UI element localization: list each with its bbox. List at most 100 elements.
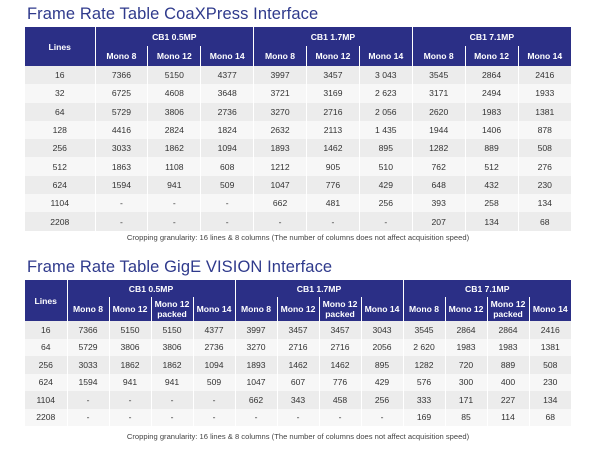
column-header: Mono 12 packed: [319, 297, 362, 321]
frame-rate-cell: 3806: [151, 338, 194, 356]
frame-rate-cell: 1212: [253, 157, 307, 176]
frame-rate-cell: 3806: [147, 102, 202, 121]
frame-rate-cell: 608: [200, 157, 255, 176]
frame-rate-cell: 1462: [277, 356, 320, 374]
frame-rate-cell: 481: [306, 194, 360, 213]
frame-rate-cell: -: [235, 408, 278, 426]
table-row: 128 4416 2824 1824 2632 2113 1 435 1944 1406 878: [25, 120, 571, 140]
frame-rate-cell: 607: [277, 373, 320, 391]
gige-frame-rate-table: Lines CB1 0.5MP CB1 1.7MP CB1 7.1MP Mono…: [25, 280, 571, 426]
group-header-cb1-7-1mp: CB1 7.1MP: [412, 27, 571, 46]
frame-rate-cell: 256: [361, 391, 404, 409]
lines-cell: 624: [25, 373, 68, 391]
frame-rate-cell: 5150: [151, 321, 194, 339]
lines-cell: 64: [25, 102, 96, 121]
gige-table-title: Frame Rate Table GigE VISION Interface: [27, 258, 333, 276]
frame-rate-cell: 2113: [306, 120, 360, 140]
frame-rate-cell: -: [151, 391, 194, 409]
frame-rate-cell: 2716: [306, 102, 360, 121]
lines-cell: 32: [25, 84, 96, 103]
frame-rate-cell: -: [319, 408, 362, 426]
frame-rate-cell: 5150: [109, 321, 152, 339]
group-header-cb1-1-7mp: CB1 1.7MP: [235, 280, 404, 297]
frame-rate-cell: 889: [465, 139, 519, 158]
frame-rate-cell: 68: [529, 408, 571, 426]
frame-rate-cell: -: [151, 408, 194, 426]
lines-cell: 1104: [25, 194, 96, 213]
column-header: Mono 8: [412, 46, 466, 66]
frame-rate-cell: 720: [445, 356, 488, 374]
frame-rate-cell: 1983: [487, 338, 530, 356]
frame-rate-cell: -: [147, 212, 202, 231]
frame-rate-cell: -: [147, 194, 202, 213]
frame-rate-cell: -: [359, 212, 413, 231]
table-row: 624 1594 941 941 509 1047 607 776 429 576 300 400 23…: [25, 373, 571, 391]
coaxpress-table-title: Frame Rate Table CoaXPress Interface: [27, 5, 319, 23]
frame-rate-cell: 509: [193, 373, 236, 391]
table-row: 512 1863 1108 608 1212 905 510 762 512 276: [25, 157, 571, 176]
frame-rate-cell: 1824: [200, 120, 255, 140]
frame-rate-cell: -: [109, 391, 152, 409]
lines-cell: 256: [25, 356, 68, 374]
frame-rate-cell: 662: [253, 194, 307, 213]
frame-rate-cell: -: [67, 391, 110, 409]
lines-cell: 624: [25, 175, 96, 195]
frame-rate-cell: 1862: [147, 139, 202, 158]
table-row: 2208- - - - - - - -169 85 114 68: [25, 408, 571, 426]
frame-rate-cell: 776: [306, 175, 360, 195]
frame-rate-cell: 2716: [277, 338, 320, 356]
frame-rate-cell: 1381: [518, 102, 571, 121]
frame-rate-cell: 1983: [445, 338, 488, 356]
lines-cell: 512: [25, 157, 96, 176]
column-header: Mono 12 packed: [151, 297, 194, 321]
frame-rate-cell: 1047: [253, 175, 307, 195]
frame-rate-cell: -: [277, 408, 320, 426]
frame-rate-cell: 1863: [95, 157, 149, 176]
frame-rate-cell: 230: [529, 373, 571, 391]
table-row: 64 5729 3806 2736 3270 2716 2 056 2620 1983 1381: [25, 102, 571, 121]
column-header: Mono 14: [193, 297, 236, 321]
frame-rate-cell: 429: [361, 373, 404, 391]
frame-rate-cell: 762: [412, 157, 466, 176]
frame-rate-cell: 3033: [95, 139, 149, 158]
frame-rate-cell: 3171: [412, 84, 466, 103]
frame-rate-cell: 889: [487, 356, 530, 374]
table-row: 1104- - - -662 343 458 256 333 171 227 134: [25, 391, 571, 409]
column-header: Mono 8: [67, 297, 110, 321]
frame-rate-cell: -: [67, 408, 110, 426]
frame-rate-cell: 432: [465, 175, 519, 195]
frame-rate-cell: -: [193, 391, 236, 409]
frame-rate-cell: 3457: [277, 321, 320, 339]
frame-rate-cell: 3721: [253, 84, 307, 103]
frame-rate-cell: 2736: [200, 102, 255, 121]
frame-rate-cell: 941: [109, 373, 152, 391]
frame-rate-cell: 3043: [361, 321, 404, 339]
lines-cell: 128: [25, 120, 96, 140]
frame-rate-cell: 134: [529, 391, 571, 409]
frame-rate-cell: 1406: [465, 120, 519, 140]
frame-rate-cell: 207: [412, 212, 466, 231]
frame-rate-cell: 2864: [465, 66, 519, 85]
frame-rate-cell: 1462: [306, 139, 360, 158]
group-header-cb1-1-7mp: CB1 1.7MP: [253, 27, 413, 46]
frame-rate-cell: 1108: [147, 157, 202, 176]
table-row: 256 3033 1862 1862 1094 1893 1462 1462 895 1282 72…: [25, 356, 571, 374]
frame-rate-cell: 1381: [529, 338, 571, 356]
frame-rate-cell: -: [306, 212, 360, 231]
lines-header: Lines: [25, 280, 68, 321]
frame-rate-cell: 1462: [319, 356, 362, 374]
frame-rate-cell: 1047: [235, 373, 278, 391]
frame-rate-cell: 1893: [253, 139, 307, 158]
coaxpress-frame-rate-table: Lines CB1 0.5MP CB1 1.7MP CB1 7.1MP Mono…: [25, 27, 571, 231]
frame-rate-cell: 3997: [235, 321, 278, 339]
frame-rate-cell: 1862: [109, 356, 152, 374]
frame-rate-cell: -: [109, 408, 152, 426]
frame-rate-cell: 2716: [319, 338, 362, 356]
column-header: Mono 14: [359, 46, 413, 66]
frame-rate-cell: 648: [412, 175, 466, 195]
lines-cell: 16: [25, 321, 68, 339]
frame-rate-cell: 2416: [529, 321, 571, 339]
coaxpress-cropping-note: Cropping granularity: 16 lines & 8 colum…: [126, 233, 470, 242]
frame-rate-cell: 227: [487, 391, 530, 409]
column-header: Mono 12: [277, 297, 320, 321]
